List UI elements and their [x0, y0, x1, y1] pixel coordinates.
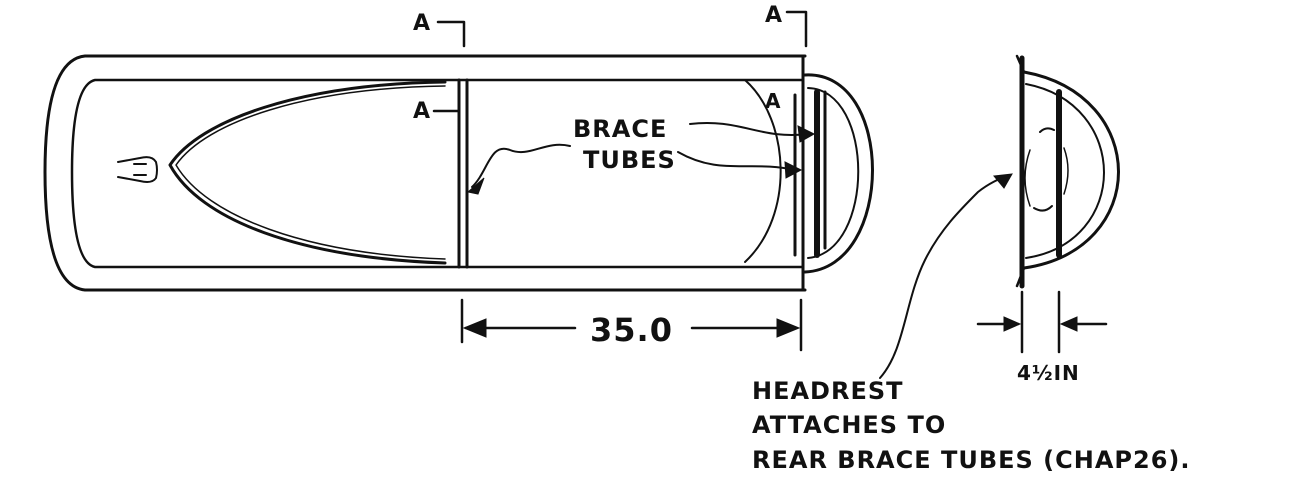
fuselage-outer-outline [43, 54, 807, 292]
leader-arrowhead-forward [466, 177, 485, 195]
note-leader-arrowhead [993, 173, 1013, 189]
length-dimension: 35.0 [460, 298, 803, 352]
depth-dim-arrowhead-left [1003, 316, 1022, 332]
section-markers: A A A A [413, 3, 808, 124]
note-line-2: ATTACHES TO [752, 411, 946, 439]
tubes-label: TUBES [583, 146, 676, 174]
brace-label: BRACE [573, 115, 667, 143]
dim-length-value: 35.0 [590, 311, 673, 349]
section-pad-mark-lower [1033, 205, 1053, 212]
section-a-bracket-top-left [436, 20, 466, 48]
leader-to-forward-tube [471, 143, 571, 188]
section-dome-outer [1022, 70, 1120, 270]
section-pad-mark-right [1063, 147, 1069, 195]
leader-to-rear-tube-lower [677, 151, 796, 171]
brace-tubes-callout: BRACE TUBES [466, 115, 816, 195]
note-line-3: REAR BRACE TUBES (CHAP26). [752, 446, 1191, 474]
section-pad-mark-upper [1039, 127, 1055, 133]
section-a-label-curve: A [765, 89, 781, 113]
headrest-section-view: 4½IN [976, 54, 1120, 385]
section-a-label-top-left: A [413, 11, 431, 36]
note-leader [879, 175, 1009, 379]
section-pad-mark-left [1024, 149, 1031, 207]
section-dome-inner [1025, 83, 1105, 259]
dim-arrowhead-left [462, 318, 487, 338]
nose-cone-outline [168, 80, 447, 265]
section-flange-top [1015, 54, 1026, 74]
headrest-dome-inner [807, 87, 860, 259]
leader-arrowhead-rear-lower [784, 161, 803, 179]
fuselage-top-view [43, 54, 874, 292]
nose-cone-inner-outline [175, 85, 446, 260]
headrest-dome-outer [803, 73, 874, 274]
pitot-tip [117, 156, 158, 183]
leader-arrowhead-rear-upper [797, 125, 816, 143]
section-a-label-inner: A [413, 99, 431, 124]
section-flange-bottom [1015, 266, 1026, 288]
section-a-label-top-right: A [765, 3, 783, 28]
leader-to-rear-tube-upper [689, 122, 809, 136]
fuselage-inner-outline [70, 78, 805, 269]
depth-dim-value: 4½IN [1017, 361, 1080, 385]
headrest-note: HEADREST ATTACHES TO REAR BRACE TUBES (C… [752, 173, 1191, 474]
note-line-1: HEADREST [752, 377, 904, 405]
section-a-bracket-top-right [785, 10, 808, 48]
dim-arrowhead-right [776, 318, 801, 338]
depth-dim-arrowhead-right [1059, 316, 1078, 332]
